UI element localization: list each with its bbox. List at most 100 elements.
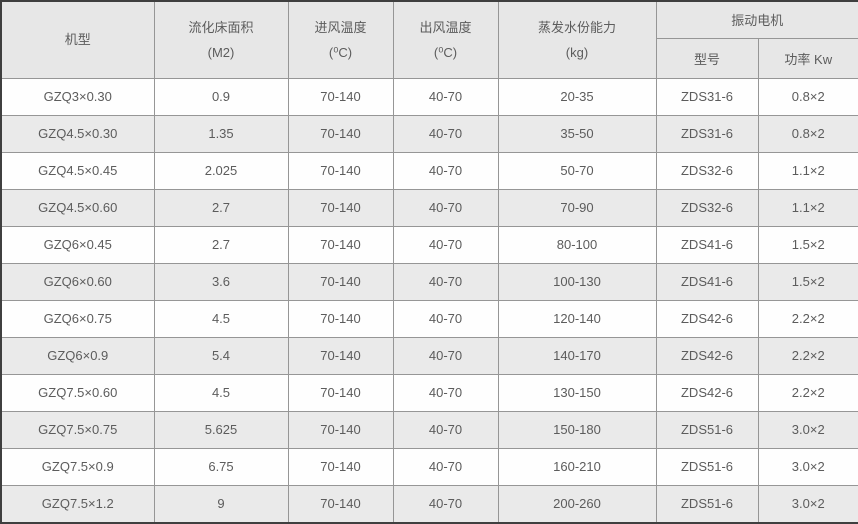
bed-area-cell: 6.75	[153, 447, 289, 486]
bed-area-cell: 2.7	[153, 225, 289, 264]
model-cell: GZQ4.5×0.30	[0, 114, 155, 153]
motor-model-cell: ZDS51-6	[655, 410, 759, 449]
inlet-temp-cell: 70-140	[287, 225, 394, 264]
motor-power-cell: 1.5×2	[757, 225, 858, 264]
header-bed-area-column: 流化床面积 (M2)	[153, 0, 289, 79]
inlet-temp-cell: 70-140	[287, 336, 394, 375]
header-inlet-temp-label: 进风温度	[314, 19, 367, 35]
header-evaporation-column: 蒸发水份能力 (kg)	[497, 0, 657, 79]
header-vibration-motor-group: 振动电机	[655, 0, 858, 39]
motor-model-cell: ZDS51-6	[655, 447, 759, 486]
outlet-temp-cell: 40-70	[392, 373, 499, 412]
motor-model-cell: ZDS42-6	[655, 299, 759, 338]
bed-area-cell: 5.625	[153, 410, 289, 449]
table-row: GZQ6×0.45 2.7 70-140 40-70 80-100 ZDS41-…	[0, 225, 858, 264]
bed-area-cell: 0.9	[153, 77, 289, 116]
table-row: GZQ7.5×0.60 4.5 70-140 40-70 130-150 ZDS…	[0, 373, 858, 412]
bed-area-cell: 2.7	[153, 188, 289, 227]
header-outlet-temp-column: 出风温度 (⁰C)	[392, 0, 499, 79]
outlet-temp-cell: 40-70	[392, 188, 499, 227]
motor-power-cell: 2.2×2	[757, 299, 858, 338]
outlet-temp-cell: 40-70	[392, 447, 499, 486]
evaporation-cell: 120-140	[497, 299, 657, 338]
inlet-temp-cell: 70-140	[287, 373, 394, 412]
model-cell: GZQ4.5×0.45	[0, 151, 155, 190]
motor-power-cell: 0.8×2	[757, 114, 858, 153]
model-cell: GZQ7.5×0.9	[0, 447, 155, 486]
bed-area-cell: 9	[153, 484, 289, 523]
inlet-temp-cell: 70-140	[287, 188, 394, 227]
table-row: GZQ4.5×0.30 1.35 70-140 40-70 35-50 ZDS3…	[0, 114, 858, 153]
header-inlet-temp-column: 进风温度 (⁰C)	[287, 0, 394, 79]
evaporation-cell: 70-90	[497, 188, 657, 227]
evaporation-cell: 140-170	[497, 336, 657, 375]
header-evaporation-label: 蒸发水份能力	[537, 19, 616, 35]
motor-model-cell: ZDS31-6	[655, 77, 759, 116]
evaporation-cell: 200-260	[497, 484, 657, 523]
evaporation-cell: 20-35	[497, 77, 657, 116]
motor-model-cell: ZDS41-6	[655, 262, 759, 301]
motor-model-cell: ZDS31-6	[655, 114, 759, 153]
motor-model-cell: ZDS42-6	[655, 373, 759, 412]
header-motor-power: 功率 Kw	[757, 37, 858, 79]
evaporation-cell: 50-70	[497, 151, 657, 190]
inlet-temp-cell: 70-140	[287, 299, 394, 338]
outlet-temp-cell: 40-70	[392, 114, 499, 153]
table-row: GZQ7.5×0.75 5.625 70-140 40-70 150-180 Z…	[0, 410, 858, 449]
model-cell: GZQ6×0.75	[0, 299, 155, 338]
outlet-temp-cell: 40-70	[392, 484, 499, 523]
bed-area-cell: 5.4	[153, 336, 289, 375]
inlet-temp-cell: 70-140	[287, 262, 394, 301]
inlet-temp-cell: 70-140	[287, 410, 394, 449]
motor-model-cell: ZDS41-6	[655, 225, 759, 264]
motor-power-cell: 2.2×2	[757, 336, 858, 375]
header-outlet-temp-label: 出风温度	[419, 19, 472, 35]
table-row: GZQ6×0.60 3.6 70-140 40-70 100-130 ZDS41…	[0, 262, 858, 301]
bed-area-cell: 2.025	[153, 151, 289, 190]
bed-area-cell: 1.35	[153, 114, 289, 153]
table-row: GZQ7.5×1.2 9 70-140 40-70 200-260 ZDS51-…	[0, 484, 858, 523]
table-row: GZQ4.5×0.45 2.025 70-140 40-70 50-70 ZDS…	[0, 151, 858, 190]
outlet-temp-cell: 40-70	[392, 225, 499, 264]
table-row: GZQ6×0.9 5.4 70-140 40-70 140-170 ZDS42-…	[0, 336, 858, 375]
motor-power-cell: 0.8×2	[757, 77, 858, 116]
header-model-label: 机型	[64, 32, 91, 48]
header-evaporation-unit: (kg)	[565, 44, 589, 60]
table-body: GZQ3×0.30 0.9 70-140 40-70 20-35 ZDS31-6…	[0, 77, 858, 523]
motor-model-cell: ZDS32-6	[655, 151, 759, 190]
header-motor-model: 型号	[655, 37, 759, 79]
motor-model-cell: ZDS51-6	[655, 484, 759, 523]
header-outlet-temp-unit: (⁰C)	[433, 44, 458, 60]
outlet-temp-cell: 40-70	[392, 77, 499, 116]
model-cell: GZQ4.5×0.60	[0, 188, 155, 227]
inlet-temp-cell: 70-140	[287, 151, 394, 190]
evaporation-cell: 150-180	[497, 410, 657, 449]
motor-model-cell: ZDS32-6	[655, 188, 759, 227]
bed-area-cell: 4.5	[153, 373, 289, 412]
motor-power-cell: 1.1×2	[757, 151, 858, 190]
bed-area-cell: 3.6	[153, 262, 289, 301]
evaporation-cell: 160-210	[497, 447, 657, 486]
inlet-temp-cell: 70-140	[287, 77, 394, 116]
evaporation-cell: 35-50	[497, 114, 657, 153]
model-cell: GZQ6×0.60	[0, 262, 155, 301]
outlet-temp-cell: 40-70	[392, 299, 499, 338]
motor-model-cell: ZDS42-6	[655, 336, 759, 375]
evaporation-cell: 130-150	[497, 373, 657, 412]
motor-power-cell: 1.5×2	[757, 262, 858, 301]
table-row: GZQ7.5×0.9 6.75 70-140 40-70 160-210 ZDS…	[0, 447, 858, 486]
header-inlet-temp-unit: (⁰C)	[328, 44, 353, 60]
table-row: GZQ3×0.30 0.9 70-140 40-70 20-35 ZDS31-6…	[0, 77, 858, 116]
table-row: GZQ6×0.75 4.5 70-140 40-70 120-140 ZDS42…	[0, 299, 858, 338]
outlet-temp-cell: 40-70	[392, 262, 499, 301]
header-bed-area-label: 流化床面积	[188, 19, 254, 35]
motor-power-cell: 3.0×2	[757, 447, 858, 486]
inlet-temp-cell: 70-140	[287, 447, 394, 486]
model-cell: GZQ6×0.9	[0, 336, 155, 375]
model-cell: GZQ7.5×0.60	[0, 373, 155, 412]
table-header: 机型 流化床面积 (M2) 进风温度 (⁰C) 出风温度 (⁰C) 蒸发水份能力…	[0, 0, 858, 79]
motor-power-cell: 1.1×2	[757, 188, 858, 227]
evaporation-cell: 100-130	[497, 262, 657, 301]
header-model-column: 机型	[0, 0, 155, 79]
